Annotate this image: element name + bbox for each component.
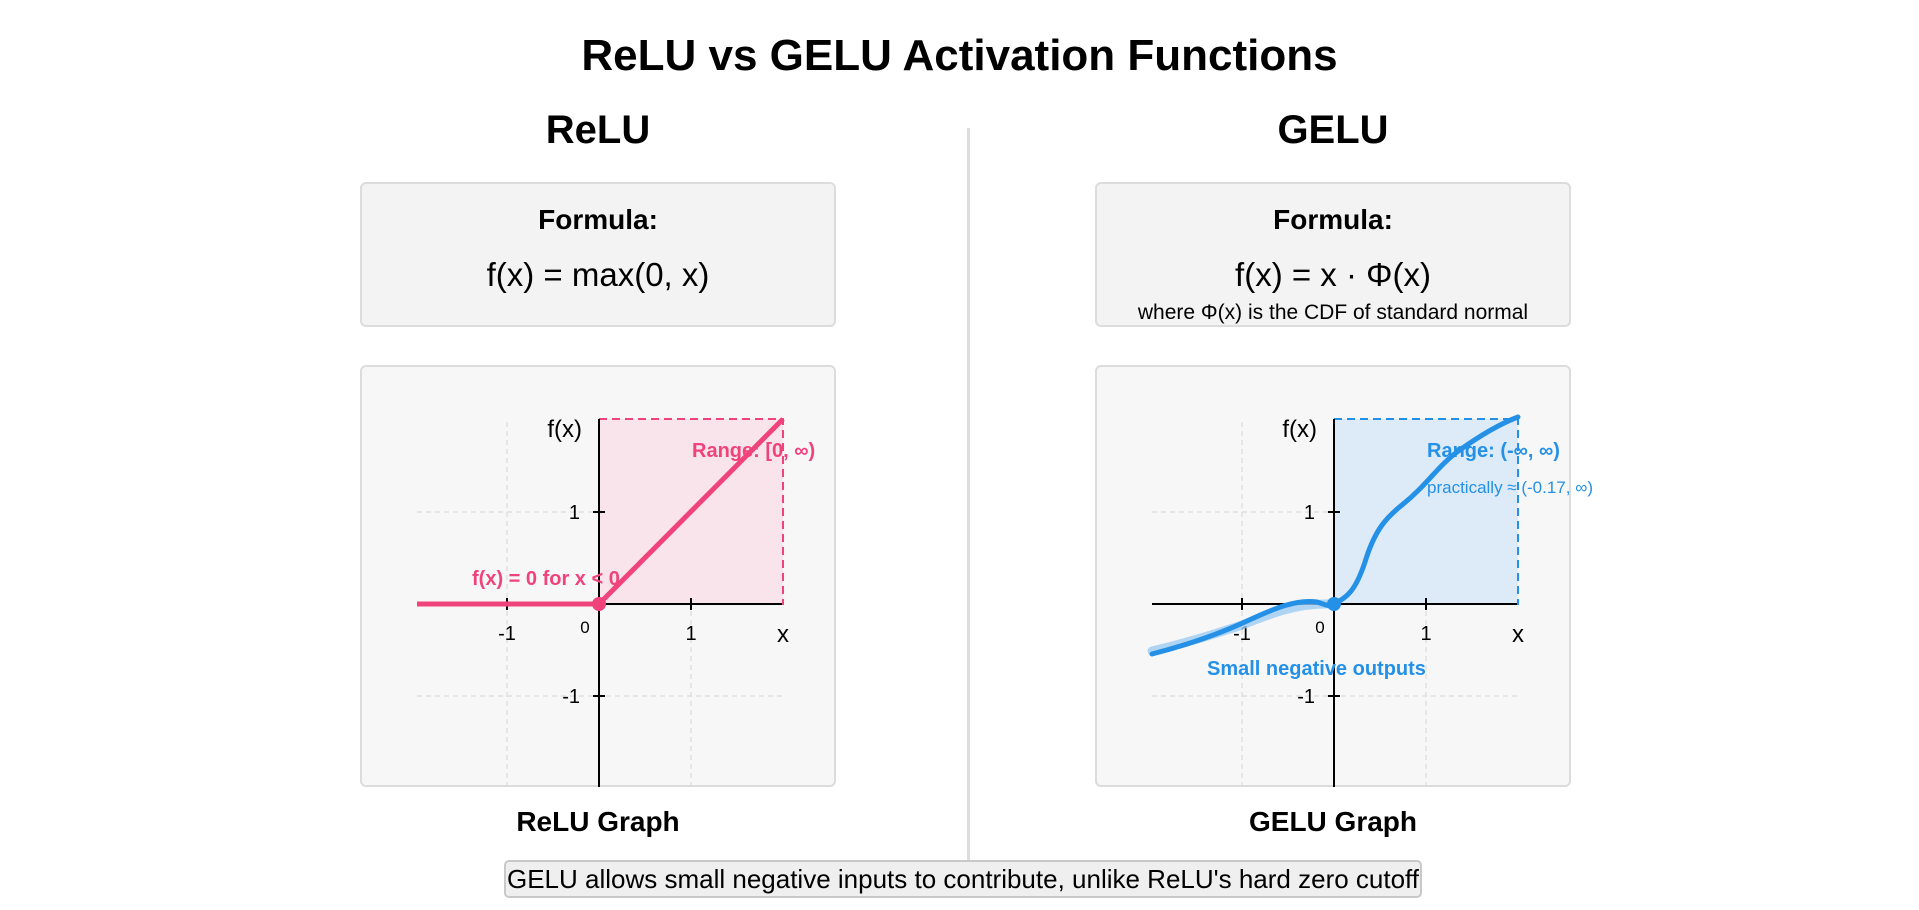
gelu-origin-point	[1327, 597, 1341, 611]
gelu-graph: -1 0 1 1 -1 f(x) x Range: (-∞, ∞) practi…	[1147, 414, 1593, 787]
relu-graph: -1 0 1 1 -1 f(x) x Range: [0, ∞) f(x) = …	[417, 416, 815, 787]
relu-y-tick-label-neg1: -1	[562, 686, 580, 708]
gelu-formula-panel: Formula: f(x) = x · Φ(x) where Φ(x) is t…	[1095, 182, 1571, 327]
gelu-heading: GELU	[1277, 108, 1389, 152]
relu-origin-point	[592, 597, 606, 611]
gelu-x-tick-label-0: 0	[1315, 618, 1324, 637]
relu-formula-panel: Formula: f(x) = max(0, x)	[360, 182, 836, 327]
relu-x-tick-label-neg1: -1	[498, 623, 516, 645]
gelu-y-tick-label-neg1: -1	[1297, 686, 1315, 708]
gelu-x-axis-label: x	[1512, 621, 1524, 648]
relu-graph-panel: -1 0 1 1 -1 f(x) x Range: [0, ∞) f(x) = …	[360, 365, 836, 787]
gelu-graph-caption: GELU Graph	[1248, 806, 1417, 837]
gelu-curve	[1149, 414, 1521, 657]
comparison-footnote: GELU allows small negative inputs to con…	[504, 860, 1422, 898]
relu-y-tick-label-1: 1	[569, 502, 580, 524]
relu-zero-note: f(x) = 0 for x < 0	[472, 568, 620, 590]
gelu-y-axis-label: f(x)	[1282, 416, 1317, 443]
column-divider	[967, 128, 970, 863]
relu-range-label: Range: [0, ∞)	[692, 440, 815, 462]
main-title: ReLU vs GELU Activation Functions	[581, 31, 1338, 80]
relu-x-tick-label-0: 0	[580, 618, 589, 637]
gelu-range-label: Range: (-∞, ∞)	[1427, 440, 1560, 462]
relu-x-tick-label-1: 1	[685, 623, 696, 645]
gelu-graph-panel: -1 0 1 1 -1 f(x) x Range: (-∞, ∞) practi…	[1095, 365, 1593, 787]
relu-x-axis-label: x	[777, 621, 789, 648]
relu-graph-caption: ReLU Graph	[516, 806, 680, 837]
relu-y-axis-label: f(x)	[547, 416, 582, 443]
relu-formula: f(x) = max(0, x)	[486, 256, 710, 293]
gelu-y-tick-label-1: 1	[1304, 502, 1315, 524]
gelu-range-note: practically ≈ (-0.17, ∞)	[1427, 478, 1593, 497]
gelu-formula: f(x) = x · Φ(x)	[1235, 256, 1431, 293]
relu-heading: ReLU	[545, 108, 651, 152]
gelu-negative-note: Small negative outputs	[1207, 658, 1426, 680]
gelu-formula-heading: Formula:	[1273, 204, 1393, 235]
relu-formula-heading: Formula:	[538, 204, 658, 235]
gelu-x-tick-label-1: 1	[1420, 623, 1431, 645]
gelu-formula-note: where Φ(x) is the CDF of standard normal	[1137, 301, 1529, 324]
